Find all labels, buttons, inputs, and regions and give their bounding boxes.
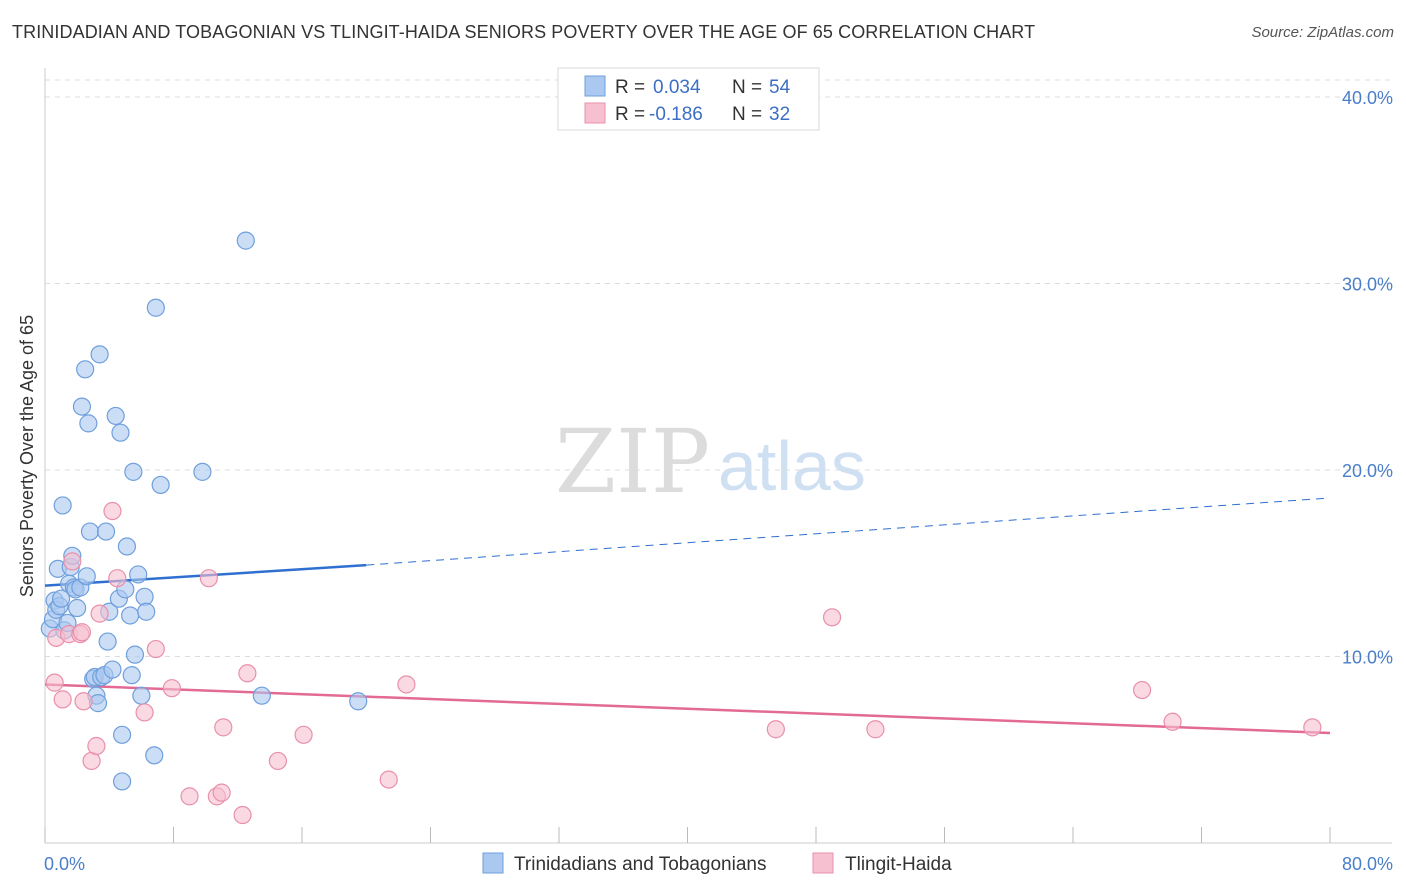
data-point — [1303, 718, 1322, 737]
data-point — [68, 598, 87, 618]
data-point — [236, 231, 255, 250]
data-point — [294, 725, 313, 744]
data-point — [137, 602, 156, 621]
legend-r-value-2: -0.186 — [649, 104, 703, 125]
data-point — [212, 783, 231, 802]
data-point — [53, 496, 72, 515]
data-point — [233, 805, 252, 825]
data-point — [145, 746, 164, 765]
y-tick-label: 20.0% — [1342, 461, 1393, 481]
data-point — [45, 673, 64, 692]
legend-n-value-1: 54 — [769, 77, 791, 98]
data-point — [214, 718, 233, 737]
data-point — [132, 686, 151, 705]
series-legend: Trinidadians and Tobagonians Tlingit-Hai… — [482, 852, 952, 875]
data-point — [117, 537, 137, 556]
data-point — [146, 639, 165, 659]
y-tick-labels: 10.0% 20.0% 30.0% 40.0% — [1342, 88, 1393, 668]
data-point — [112, 772, 132, 791]
legend-n-label-2: N = — [732, 104, 762, 125]
data-point — [122, 666, 141, 685]
data-point — [98, 632, 117, 651]
y-axis-label: Seniors Poverty Over the Age of 65 — [17, 315, 37, 597]
data-point — [121, 606, 140, 625]
data-point — [135, 703, 154, 722]
series-tlingit-points — [45, 501, 1322, 825]
data-point — [866, 720, 885, 739]
data-point — [111, 423, 130, 442]
data-point — [103, 501, 122, 521]
data-point — [193, 462, 212, 481]
legend-n-label-1: N = — [732, 77, 762, 98]
y-tick-label: 30.0% — [1342, 275, 1393, 295]
data-point — [1132, 680, 1152, 700]
data-point — [76, 360, 95, 379]
data-point — [1163, 712, 1182, 731]
data-point — [79, 414, 98, 433]
data-point — [112, 725, 132, 744]
legend-r-value-1: 0.034 — [653, 77, 701, 98]
trend-line-trinidadian-extrapolated — [366, 497, 1331, 566]
data-point — [349, 692, 368, 711]
data-point — [63, 552, 82, 571]
stats-legend: R = 0.034 N = 54 R = -0.186 N = 32 — [557, 67, 820, 131]
data-point — [822, 608, 842, 627]
data-point — [90, 604, 109, 623]
data-point — [151, 475, 170, 495]
watermark-atlas: atlas — [718, 427, 866, 505]
data-point — [268, 751, 288, 771]
data-point — [252, 686, 271, 705]
data-point — [135, 587, 154, 606]
data-point — [766, 720, 785, 739]
series-swatch-trinidadian — [482, 852, 504, 874]
data-point — [90, 345, 109, 364]
data-point — [162, 679, 181, 698]
data-point — [103, 660, 122, 679]
data-point — [72, 397, 92, 416]
legend-swatch-pink — [584, 102, 606, 124]
data-point — [96, 522, 116, 541]
data-point — [53, 690, 72, 709]
legend-swatch-blue — [584, 75, 606, 97]
source-credit: Source: ZipAtlas.com — [1251, 24, 1394, 41]
x-tick-labels: 0.0% 80.0% — [44, 854, 1393, 874]
data-point — [72, 623, 92, 642]
data-points — [40, 231, 1322, 825]
data-point — [129, 565, 148, 584]
data-point — [180, 787, 199, 806]
axes — [44, 68, 1392, 844]
data-point — [77, 567, 96, 586]
data-point — [379, 770, 398, 789]
data-point — [146, 298, 165, 317]
series-label-tlingit: Tlingit-Haida — [845, 854, 952, 875]
series-label-trinidadian: Trinidadians and Tobagonians — [514, 854, 766, 875]
data-point — [51, 589, 71, 608]
data-point — [80, 522, 100, 541]
legend-n-value-2: 32 — [769, 104, 790, 125]
data-point — [199, 569, 218, 588]
data-point — [397, 675, 416, 694]
data-point — [124, 462, 143, 481]
gridlines — [45, 79, 1392, 657]
data-point — [106, 406, 125, 426]
data-point — [238, 664, 257, 683]
watermark-zip: ZIP — [555, 410, 710, 513]
legend-r-label-2: R = — [615, 104, 645, 125]
data-point — [108, 569, 127, 588]
legend-r-label-1: R = — [615, 77, 645, 98]
chart-title: TRINIDADIAN AND TOBAGONIAN VS TLINGIT-HA… — [12, 22, 1036, 42]
x-tick-label-min: 0.0% — [44, 854, 85, 874]
data-point — [74, 692, 93, 711]
data-point — [87, 736, 106, 756]
series-swatch-tlingit — [812, 852, 834, 874]
y-tick-label: 10.0% — [1342, 648, 1393, 668]
x-tick-label-max: 80.0% — [1342, 854, 1393, 874]
y-tick-label: 40.0% — [1342, 88, 1393, 108]
data-point — [125, 645, 145, 664]
